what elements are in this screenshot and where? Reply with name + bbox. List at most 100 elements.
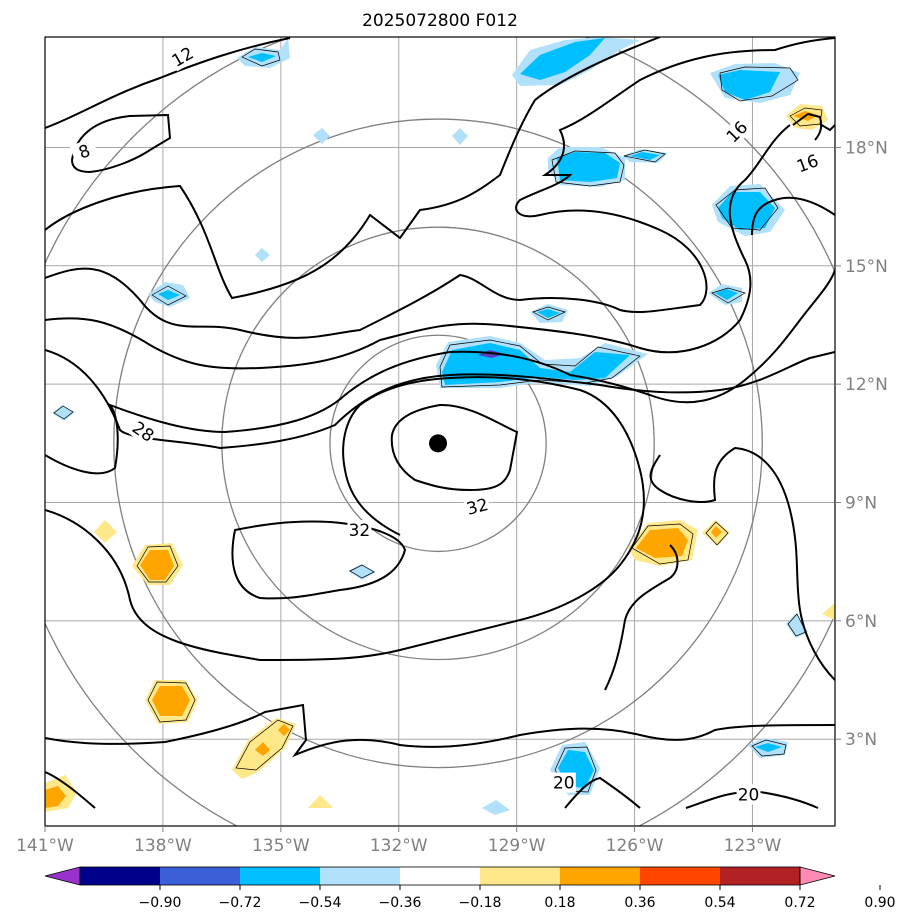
y-tick-label: 9°N (845, 494, 877, 514)
y-tick-label: 3°N (845, 730, 877, 750)
contour-label-bg (792, 149, 823, 177)
shade-blob (94, 520, 117, 543)
contour-lines (45, 37, 835, 809)
shade-outline (631, 523, 694, 565)
map-frame (44, 36, 836, 827)
contour-label: 16 (794, 151, 821, 177)
shade-blob (786, 613, 808, 638)
colorbar-extend-max (799, 866, 836, 886)
shade-blob (45, 786, 66, 808)
shade-blob (755, 743, 782, 752)
colorbar-tick-label: −0.72 (219, 895, 262, 911)
x-tick-label: 123°W (724, 836, 782, 856)
colorbar-segment (400, 867, 480, 885)
shade-blob (248, 53, 276, 62)
shaded-areas (45, 37, 835, 815)
x-tick-label: 138°W (134, 836, 192, 856)
shade-blob (711, 526, 722, 538)
colorbar-ticks: −0.90 −0.72 −0.54 −0.36 −0.18 0.18 0.36 0.54 0.7… (139, 885, 896, 911)
shade-outline (147, 681, 196, 723)
contour-label-bg (463, 493, 492, 520)
x-tick-label: 129°W (488, 836, 546, 856)
shade-outline (235, 719, 294, 771)
contour-line (231, 520, 407, 600)
shade-blob (278, 724, 290, 736)
contour-label: 20 (553, 774, 575, 794)
contour-line (45, 37, 835, 339)
shade-blob (52, 405, 75, 421)
contour-line (45, 376, 645, 662)
contour-label: 32 (349, 521, 371, 541)
range-rings (45, 37, 835, 826)
x-tick-label: 132°W (370, 836, 428, 856)
shade-blob (255, 248, 270, 262)
x-axis-ticks: 141°W 138°W 135°W 132°W 129°W 126°W 123°W (16, 826, 782, 856)
colorbar-tick-label: 0.90 (864, 895, 895, 911)
colorbar-segment (160, 867, 240, 885)
contour-line (604, 544, 679, 691)
shade-outline (136, 545, 179, 583)
shade-blob (557, 152, 620, 182)
shade-outline (711, 287, 746, 304)
y-axis-ticks: 3°N 6°N 9°N 12°N 15°N 18°N (835, 138, 888, 750)
y-tick-label: 18°N (845, 138, 888, 158)
shade-blob (822, 603, 835, 620)
shade-blob (630, 152, 660, 160)
colorbar-segment (720, 867, 800, 885)
chart-title: 2025072800 F012 (362, 11, 518, 31)
contour-line (45, 771, 96, 809)
shade-outline (349, 564, 375, 579)
shade-outline (439, 339, 641, 388)
shade-blob (140, 550, 174, 580)
contour-line (45, 269, 835, 475)
x-tick-label: 126°W (606, 836, 664, 856)
colorbar-segment (480, 867, 560, 885)
colorbar: −0.90 −0.72 −0.54 −0.36 −0.18 0.18 0.36 0.54 0.7… (44, 866, 896, 911)
shade-blob (237, 38, 290, 68)
y-tick-label: 15°N (845, 257, 888, 277)
range-ring (113, 118, 763, 769)
shade-blob (718, 192, 775, 230)
storm-center-marker (429, 434, 448, 453)
colorbar-frame (79, 866, 801, 886)
contour-label-bg (347, 520, 372, 541)
contour-line (390, 403, 519, 492)
contour-line (751, 196, 835, 236)
colorbar-extend-min (44, 866, 81, 886)
contour-label-bg (736, 784, 761, 805)
colorbar-tick-label: 0.54 (704, 895, 735, 911)
shade-outline (241, 48, 281, 67)
contour-line (45, 37, 291, 129)
shade-outline (751, 739, 787, 757)
shade-outline (151, 285, 187, 306)
shade-blob (255, 742, 270, 756)
colorbar-tick-label: −0.18 (459, 895, 502, 911)
contour-line (70, 113, 172, 174)
colorbar-tick-label: −0.90 (139, 895, 182, 911)
contour-line (45, 703, 835, 758)
shade-blob (718, 70, 780, 100)
shade-blob (308, 795, 333, 808)
shade-outline (53, 405, 74, 420)
colorbar-segment (560, 867, 640, 885)
shade-blob (482, 800, 510, 815)
shade-blob (452, 128, 468, 145)
contour-line (819, 123, 835, 132)
contour-line (649, 446, 835, 681)
colorbar-tick-label: −0.54 (299, 895, 342, 911)
colorbar-segment (320, 867, 400, 885)
range-ring (329, 334, 547, 553)
shade-blob (537, 309, 560, 318)
shade-outline (532, 306, 566, 321)
contour-line (564, 776, 641, 809)
colorbar-segment (80, 867, 160, 885)
contour-label: 12 (169, 44, 198, 72)
y-tick-label: 6°N (845, 612, 877, 632)
colorbar-tick-label: 0.72 (784, 895, 815, 911)
range-ring (221, 226, 655, 661)
contour-label-bg (167, 42, 198, 72)
colorbar-tick-label: 0.18 (544, 895, 575, 911)
shade-outline (623, 149, 666, 163)
